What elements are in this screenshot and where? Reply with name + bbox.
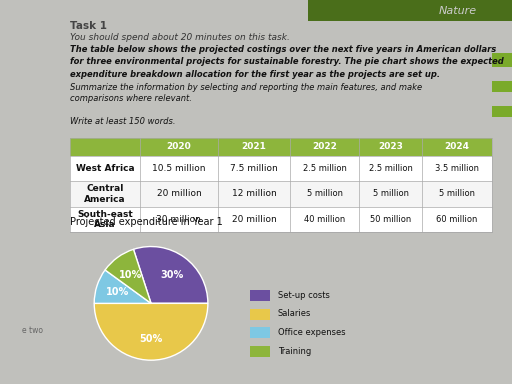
Text: 2024: 2024: [444, 142, 470, 151]
Text: 10%: 10%: [106, 288, 129, 298]
Text: 5 million: 5 million: [439, 189, 475, 199]
FancyBboxPatch shape: [70, 207, 492, 232]
Text: The table below shows the projected costings over the next five years in America: The table below shows the projected cost…: [70, 45, 497, 53]
FancyBboxPatch shape: [70, 156, 492, 181]
Text: West Africa: West Africa: [76, 164, 134, 173]
Wedge shape: [94, 270, 151, 303]
Text: Nature: Nature: [439, 6, 477, 16]
Text: Task 1: Task 1: [70, 21, 107, 31]
FancyBboxPatch shape: [250, 309, 270, 320]
Text: 50 million: 50 million: [370, 215, 411, 224]
Text: Summarize the information by selecting and reporting the main features, and make: Summarize the information by selecting a…: [70, 83, 422, 91]
FancyBboxPatch shape: [492, 106, 512, 117]
Text: comparisons where relevant.: comparisons where relevant.: [70, 94, 192, 103]
Text: Write at least 150 words.: Write at least 150 words.: [70, 117, 176, 126]
Text: 3.5 million: 3.5 million: [435, 164, 479, 173]
Text: 30 million: 30 million: [157, 215, 201, 224]
Text: Central
America: Central America: [84, 184, 126, 204]
Text: 10.5 million: 10.5 million: [152, 164, 206, 173]
Text: 12 million: 12 million: [231, 189, 276, 199]
Text: 2.5 million: 2.5 million: [369, 164, 413, 173]
Text: 2.5 million: 2.5 million: [303, 164, 347, 173]
Text: South-east
Asia: South-east Asia: [77, 210, 133, 229]
Text: Set-up costs: Set-up costs: [278, 291, 330, 300]
Text: 2023: 2023: [378, 142, 403, 151]
Text: 7.5 million: 7.5 million: [230, 164, 278, 173]
FancyBboxPatch shape: [492, 81, 512, 92]
Text: expenditure breakdown allocation for the first year as the projects are set up.: expenditure breakdown allocation for the…: [70, 70, 440, 79]
Text: 10%: 10%: [119, 270, 142, 280]
Text: 40 million: 40 million: [304, 215, 345, 224]
Wedge shape: [134, 247, 208, 303]
Text: You should spend about 20 minutes on this task.: You should spend about 20 minutes on thi…: [70, 33, 290, 41]
FancyBboxPatch shape: [250, 328, 270, 338]
Text: 20 million: 20 million: [231, 215, 276, 224]
Text: Training: Training: [278, 346, 311, 356]
Text: 5 million: 5 million: [373, 189, 409, 199]
Text: Office expenses: Office expenses: [278, 328, 345, 337]
Text: 50%: 50%: [139, 334, 163, 344]
Text: 2022: 2022: [312, 142, 337, 151]
Text: 20 million: 20 million: [157, 189, 201, 199]
FancyBboxPatch shape: [250, 346, 270, 357]
FancyBboxPatch shape: [250, 290, 270, 301]
FancyBboxPatch shape: [308, 0, 512, 21]
Text: e two: e two: [22, 326, 43, 335]
Text: 30%: 30%: [160, 270, 183, 280]
Text: 2020: 2020: [166, 142, 191, 151]
Text: Salaries: Salaries: [278, 310, 311, 318]
Text: 2021: 2021: [242, 142, 266, 151]
Text: 60 million: 60 million: [436, 215, 478, 224]
Text: 5 million: 5 million: [307, 189, 343, 199]
Text: Projected expenditure in Year 1: Projected expenditure in Year 1: [70, 217, 223, 227]
Text: for three environmental projects for sustainable forestry. The pie chart shows t: for three environmental projects for sus…: [70, 57, 504, 66]
Wedge shape: [105, 249, 151, 303]
FancyBboxPatch shape: [492, 53, 512, 67]
FancyBboxPatch shape: [70, 181, 492, 207]
Wedge shape: [94, 303, 208, 360]
FancyBboxPatch shape: [70, 138, 492, 156]
